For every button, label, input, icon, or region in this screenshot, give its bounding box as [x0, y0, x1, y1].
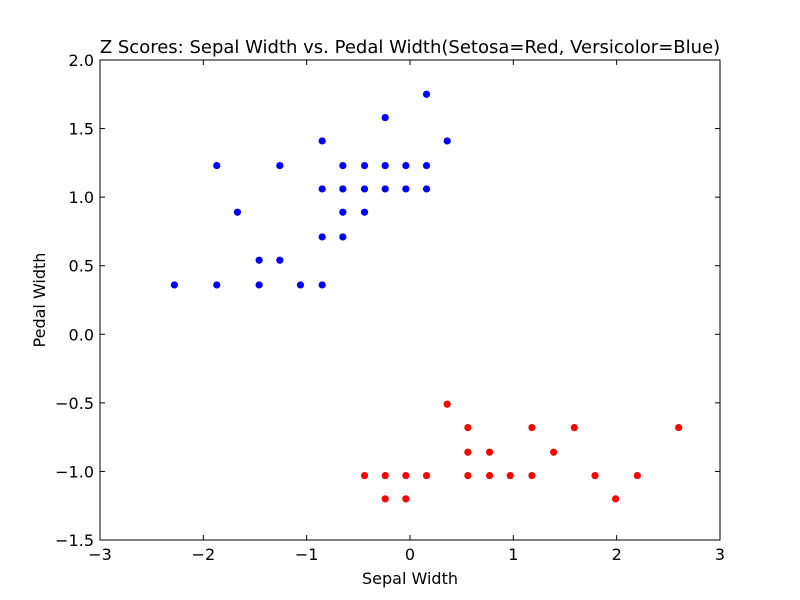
data-point — [464, 471, 472, 480]
chart-title: Z Scores: Sepal Width vs. Pedal Width(Se… — [100, 37, 720, 58]
data-point — [550, 448, 558, 456]
data-point — [464, 423, 472, 432]
data-point — [318, 233, 326, 241]
points-layer — [170, 90, 683, 503]
data-point — [360, 208, 369, 216]
x-tick-label: 0 — [405, 545, 415, 564]
data-point — [339, 208, 347, 216]
data-point — [255, 256, 263, 264]
y-tick-label: −1.5 — [55, 531, 94, 550]
data-point — [633, 471, 641, 480]
y-axis-label: Pedal Width — [30, 253, 49, 348]
data-point — [233, 208, 242, 216]
x-tick-label: 2 — [612, 545, 622, 564]
data-point — [318, 281, 326, 289]
y-tick-label: −1.0 — [55, 462, 94, 481]
data-point — [360, 185, 369, 193]
y-tick-label: 2.0 — [69, 51, 94, 70]
data-point — [318, 137, 326, 145]
data-point — [255, 281, 263, 289]
data-point — [381, 471, 389, 480]
data-point — [422, 162, 431, 170]
data-point — [339, 233, 347, 241]
data-point — [402, 495, 410, 503]
data-point — [422, 90, 431, 98]
data-point — [485, 471, 494, 480]
data-point — [443, 400, 451, 408]
y-tick-label: 1.0 — [69, 188, 94, 207]
data-point — [528, 471, 536, 480]
data-point — [213, 162, 221, 170]
data-point — [464, 448, 472, 456]
y-tick-label: 0.5 — [69, 257, 94, 276]
data-point — [339, 185, 347, 193]
data-point — [381, 185, 389, 193]
x-tick-label: 3 — [715, 545, 725, 564]
data-point — [402, 162, 410, 170]
data-point — [276, 256, 284, 264]
data-point — [443, 137, 451, 145]
x-tick-label: 1 — [508, 545, 518, 564]
data-point — [528, 423, 536, 432]
plot-frame — [99, 59, 721, 541]
data-point — [296, 281, 305, 289]
data-point — [213, 281, 221, 289]
data-point — [381, 162, 389, 170]
data-point — [506, 471, 514, 480]
data-point — [381, 114, 389, 122]
data-point — [360, 471, 369, 480]
data-point — [318, 185, 326, 193]
data-point — [381, 495, 389, 503]
x-tick-label: −1 — [295, 545, 319, 564]
x-tick-label: −3 — [88, 545, 112, 564]
x-axis-label: Sepal Width — [362, 569, 458, 588]
data-point — [422, 471, 431, 480]
data-point — [402, 185, 410, 193]
data-point — [612, 495, 620, 503]
data-point — [422, 185, 431, 193]
y-tick-label: −0.5 — [55, 394, 94, 413]
axes-layer: −3 −2 −1 0 1 2 3 −1.5 −1.0 −0.5 0.0 0.5 1.0 1.5 2.0 — [55, 51, 725, 564]
data-point — [170, 281, 178, 289]
x-tick-label: −2 — [192, 545, 216, 564]
data-point — [485, 448, 494, 456]
data-point — [276, 162, 284, 170]
data-point — [360, 162, 369, 170]
data-point — [570, 423, 578, 432]
data-point — [675, 423, 683, 432]
data-point — [339, 162, 347, 170]
y-tick-label: 0.0 — [69, 325, 94, 344]
data-point — [402, 471, 410, 480]
data-point — [591, 471, 599, 480]
y-tick-label: 1.5 — [69, 120, 94, 139]
